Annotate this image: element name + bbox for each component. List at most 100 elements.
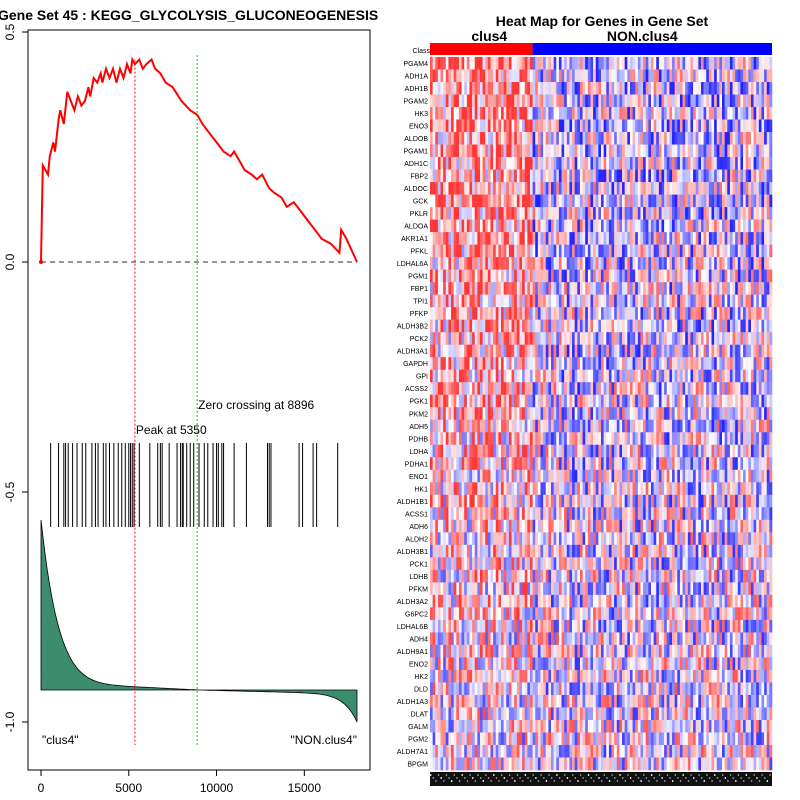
heat-cell [637,282,641,295]
heat-cell [645,282,649,295]
heat-cell [722,69,725,83]
heat-cell [506,182,510,195]
heat-cell [616,457,620,471]
heat-cell [627,519,631,533]
heat-cell [490,482,494,496]
heat-cell [574,494,578,508]
heat-cell [448,319,452,333]
heat-cell [464,469,468,483]
heat-cell [561,494,565,508]
heat-cell [601,119,604,133]
heat-cell [495,444,499,458]
heat-cell [529,157,533,170]
heat-cell [558,94,562,108]
heat-cell [493,257,497,270]
heat-cell [430,219,433,233]
heat-cell [501,344,504,358]
heat-cell [685,494,689,508]
heat-cell [498,257,502,270]
heat-cell [769,382,773,396]
heat-cell [524,107,528,120]
heat-cell [624,219,628,233]
heat-cell [435,269,439,283]
heat-cell [566,394,570,408]
heat-cell [498,282,502,295]
heat-cell [648,194,652,208]
heat-cell [703,232,707,245]
heat-cell [587,207,591,220]
heat-cell [448,307,452,320]
heat-cell [474,169,478,183]
heat-cell [490,119,494,133]
heat-cell [629,307,633,320]
heat-cell [430,344,433,358]
heat-cell [566,357,570,371]
heat-cell [632,182,636,195]
heat-cell [529,69,533,83]
heat-cell [527,444,531,458]
heat-cell [453,219,457,233]
heat-cell [551,82,554,95]
heat-cell [766,57,770,70]
heat-cell [677,282,681,295]
heat-cell [579,119,583,133]
heat-cell [466,494,470,508]
heat-cell [603,169,607,183]
heat-cell [690,182,694,195]
heat-cell [758,494,762,508]
heat-cell [514,57,518,70]
heat-cell [572,294,575,308]
heat-cell [529,444,533,458]
heat-cell [606,282,610,295]
heat-cell [748,432,752,446]
heat-cell [543,482,547,496]
heat-cell [579,494,583,508]
heat-cell [479,394,483,408]
heat-cell [430,82,433,95]
heat-cell [677,394,681,408]
heat-cell [514,469,518,483]
heat-cell [643,419,647,433]
heat-cell [508,232,512,245]
heat-cell [587,419,591,433]
heat-cell [456,157,460,170]
heat-cell [537,107,541,120]
heat-cell [556,257,560,270]
heat-cell [482,132,486,145]
heat-cell [582,482,586,496]
heat-cell [516,432,520,446]
heat-cell [469,394,473,408]
heat-cell [508,444,512,458]
heat-cell [674,319,678,333]
heat-cell [535,232,539,245]
heat-cell [501,119,504,133]
heat-cell [682,507,686,521]
heat-cell [656,307,660,320]
heat-cell [532,57,536,70]
heat-cell [677,307,681,320]
heat-cell [677,419,681,433]
heat-cell [732,69,736,83]
heat-cell [569,244,573,258]
heat-cell [585,257,589,270]
heat-cell [477,157,481,170]
heat-cell [737,282,741,295]
heat-cell [756,344,760,358]
heat-cell [435,244,439,258]
heat-cell [611,469,615,483]
heat-cell [716,444,720,458]
heat-cell [590,469,594,483]
heat-cell [551,332,554,345]
heat-cell [698,332,702,345]
heat-cell [487,144,491,158]
heat-cell [756,119,760,133]
heat-cell [622,307,625,320]
heat-cell [601,507,604,521]
heat-cell [566,169,570,183]
class-right-label: "NON.clus4" [290,733,357,747]
heat-cell [674,194,678,208]
heat-cell [435,82,439,95]
heat-cell [490,307,494,320]
heat-cell [629,444,633,458]
heat-cell [453,407,457,421]
